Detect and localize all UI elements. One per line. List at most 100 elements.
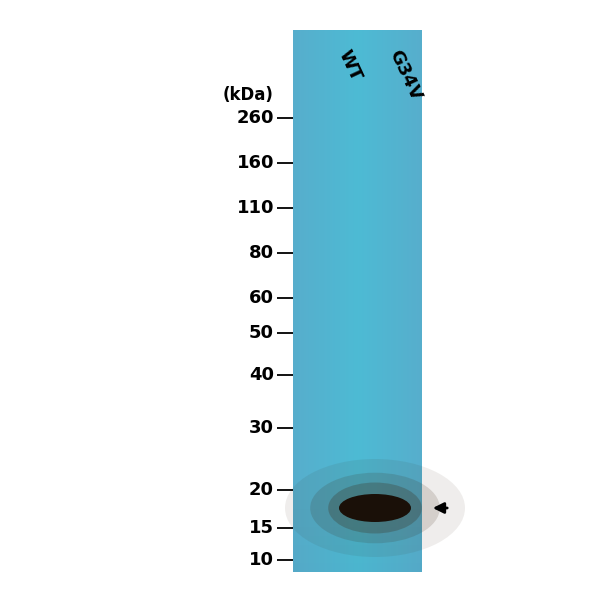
- Bar: [348, 30, 349, 572]
- Bar: [340, 30, 341, 572]
- Bar: [414, 30, 416, 572]
- Bar: [356, 30, 358, 572]
- Bar: [325, 30, 327, 572]
- Bar: [401, 30, 403, 572]
- Bar: [296, 30, 298, 572]
- Bar: [393, 30, 395, 572]
- Bar: [341, 30, 343, 572]
- Text: 160: 160: [236, 154, 274, 172]
- Bar: [353, 30, 354, 572]
- Bar: [337, 30, 338, 572]
- Bar: [367, 30, 369, 572]
- Text: WT: WT: [335, 47, 365, 84]
- Bar: [377, 30, 379, 572]
- Bar: [293, 554, 422, 563]
- Bar: [328, 30, 330, 572]
- Bar: [334, 30, 335, 572]
- Bar: [403, 30, 404, 572]
- Bar: [375, 30, 377, 572]
- Text: 260: 260: [236, 109, 274, 127]
- Bar: [332, 30, 334, 572]
- Bar: [293, 545, 422, 554]
- Bar: [293, 518, 422, 527]
- Bar: [419, 30, 421, 572]
- Bar: [386, 30, 388, 572]
- Bar: [351, 30, 353, 572]
- Bar: [372, 30, 374, 572]
- Text: 80: 80: [249, 244, 274, 262]
- Bar: [338, 30, 340, 572]
- Bar: [411, 30, 412, 572]
- Text: 60: 60: [249, 289, 274, 307]
- Bar: [320, 30, 322, 572]
- Bar: [412, 30, 414, 572]
- Bar: [316, 30, 317, 572]
- Bar: [335, 30, 337, 572]
- Ellipse shape: [310, 473, 440, 543]
- Bar: [385, 30, 386, 572]
- Bar: [317, 30, 319, 572]
- Bar: [407, 30, 409, 572]
- Bar: [295, 30, 296, 572]
- Bar: [327, 30, 328, 572]
- Bar: [421, 30, 422, 572]
- Bar: [361, 30, 362, 572]
- Bar: [322, 30, 323, 572]
- Bar: [382, 30, 383, 572]
- Bar: [388, 30, 390, 572]
- Bar: [349, 30, 351, 572]
- Bar: [380, 30, 382, 572]
- Bar: [396, 30, 398, 572]
- Bar: [330, 30, 332, 572]
- Bar: [404, 30, 406, 572]
- Bar: [359, 30, 361, 572]
- Text: 110: 110: [236, 199, 274, 217]
- Ellipse shape: [285, 459, 465, 557]
- Bar: [369, 30, 370, 572]
- Bar: [379, 30, 380, 572]
- Bar: [362, 30, 364, 572]
- Bar: [374, 30, 375, 572]
- Bar: [406, 30, 407, 572]
- Bar: [417, 30, 419, 572]
- Bar: [311, 30, 313, 572]
- Bar: [309, 30, 311, 572]
- Text: 15: 15: [249, 519, 274, 537]
- Bar: [293, 563, 422, 572]
- Bar: [364, 30, 365, 572]
- Bar: [299, 30, 301, 572]
- Bar: [314, 30, 316, 572]
- Bar: [306, 30, 308, 572]
- Bar: [398, 30, 400, 572]
- Bar: [343, 30, 344, 572]
- Text: (kDa): (kDa): [223, 86, 274, 104]
- Bar: [293, 509, 422, 518]
- Bar: [409, 30, 411, 572]
- Bar: [344, 30, 346, 572]
- Bar: [308, 30, 309, 572]
- Text: 50: 50: [249, 324, 274, 342]
- Bar: [302, 30, 304, 572]
- Bar: [293, 500, 422, 509]
- Bar: [293, 527, 422, 536]
- Text: 10: 10: [249, 551, 274, 569]
- Bar: [358, 30, 359, 572]
- Bar: [400, 30, 401, 572]
- Bar: [354, 30, 356, 572]
- Bar: [323, 30, 325, 572]
- Bar: [391, 30, 393, 572]
- Bar: [346, 30, 348, 572]
- Bar: [395, 30, 396, 572]
- Ellipse shape: [339, 494, 411, 522]
- Bar: [390, 30, 391, 572]
- Bar: [370, 30, 372, 572]
- Bar: [313, 30, 314, 572]
- Text: 40: 40: [249, 366, 274, 384]
- Bar: [298, 30, 299, 572]
- Bar: [301, 30, 302, 572]
- Bar: [319, 30, 320, 572]
- Bar: [293, 30, 295, 572]
- Bar: [365, 30, 367, 572]
- Text: G34V: G34V: [385, 47, 424, 104]
- Bar: [416, 30, 417, 572]
